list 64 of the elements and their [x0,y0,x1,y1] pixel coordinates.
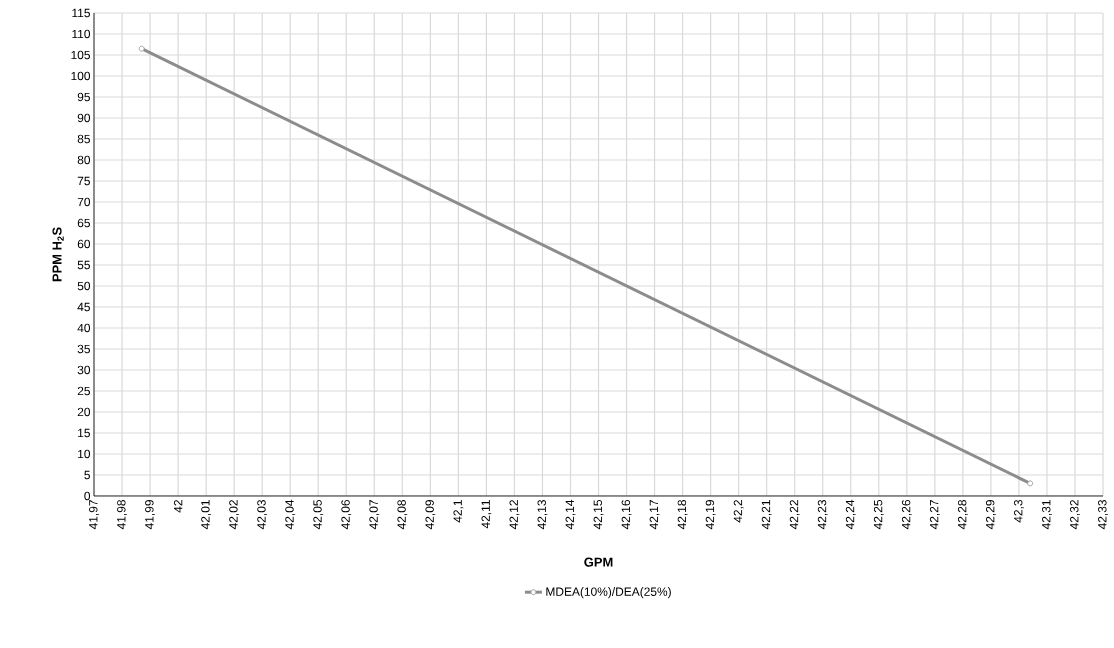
x-tick-label: 41,99 [145,500,156,530]
x-tick-label: 42,3 [1014,500,1024,523]
y-tick-label: 100 [71,71,91,81]
x-tick-label: 41,97 [89,500,99,530]
x-tick-label: 42,29 [985,500,996,530]
x-tick-label: 42,22 [789,500,800,530]
y-tick-label: 20 [77,407,91,417]
x-tick-label: 42,13 [537,500,548,530]
y-tick-label: 115 [72,8,90,18]
y-tick-label: 65 [77,218,90,228]
x-tick-label: 42 [173,500,183,513]
x-tick-label: 42,08 [397,500,408,530]
x-tick-label: 42,31 [1042,500,1052,530]
y-tick-label: 40 [77,323,91,333]
x-tick-label: 42,11 [481,500,492,529]
x-tick-label: 42,04 [285,499,296,530]
y-tick-label: 45 [77,302,90,312]
x-tick-label: 42,07 [369,500,380,530]
y-tick-label: 50 [77,281,91,291]
y-tick-label: 5 [84,470,90,480]
y-tick-label: 90 [77,113,91,123]
y-tick-label: 75 [77,176,90,186]
x-tick-label: 42,17 [649,500,660,530]
x-tick-label: 42,2 [733,500,744,523]
x-tick-label: 42,01 [201,500,212,530]
y-axis-title: PPM H$_{2}$S [52,227,64,282]
y-tick-label: 35 [77,344,90,354]
x-tick-label: 42,25 [873,500,884,530]
x-tick-label: 42,05 [313,500,324,530]
x-tick-label: 42,18 [677,500,688,530]
y-tick-label: 95 [77,92,90,102]
y-tick-label: 0 [84,491,91,501]
y-tick-label: 30 [77,365,91,375]
y-tick-label: 110 [72,29,91,39]
y-tick-label: 105 [71,50,90,60]
x-tick-label: 42,06 [341,500,352,530]
y-tick-label: 55 [77,260,90,270]
y-tick-label: 15 [78,428,90,438]
x-tick-label: 42,02 [229,500,240,530]
x-tick-label: 42,23 [817,500,828,530]
x-tick-label: 42,03 [257,500,268,530]
x-tick-label: 42,15 [593,500,604,530]
y-tick-label: 85 [77,134,90,144]
x-tick-label: 42,12 [509,500,520,530]
x-tick-label: 42,26 [901,500,912,530]
x-axis-title: GPM [584,557,613,567]
x-tick-label: 42,1 [453,500,464,523]
x-tick-label: 41,98 [117,500,127,530]
x-tick-label: 42,33 [1098,500,1108,530]
x-tick-label: 42,16 [621,500,632,530]
y-tick-label: 80 [77,155,91,165]
x-tick-label: 42,21 [761,500,772,530]
x-tick-label: 42,24 [845,499,856,530]
y-tick-label: 10 [78,449,91,459]
x-tick-label: 42,28 [957,500,968,530]
x-tick-label: 42,09 [425,500,436,530]
x-tick-label: 42,27 [929,500,940,530]
x-tick-label: 42,14 [565,499,576,530]
y-tick-label: 25 [77,386,90,396]
x-tick-label: 42,19 [705,500,716,530]
legend-label: MDEA(10%)/DEA(25%) [546,587,671,599]
x-tick-label: 42,32 [1070,500,1080,530]
y-tick-label: 70 [77,197,91,207]
y-tick-label: 60 [77,239,91,249]
